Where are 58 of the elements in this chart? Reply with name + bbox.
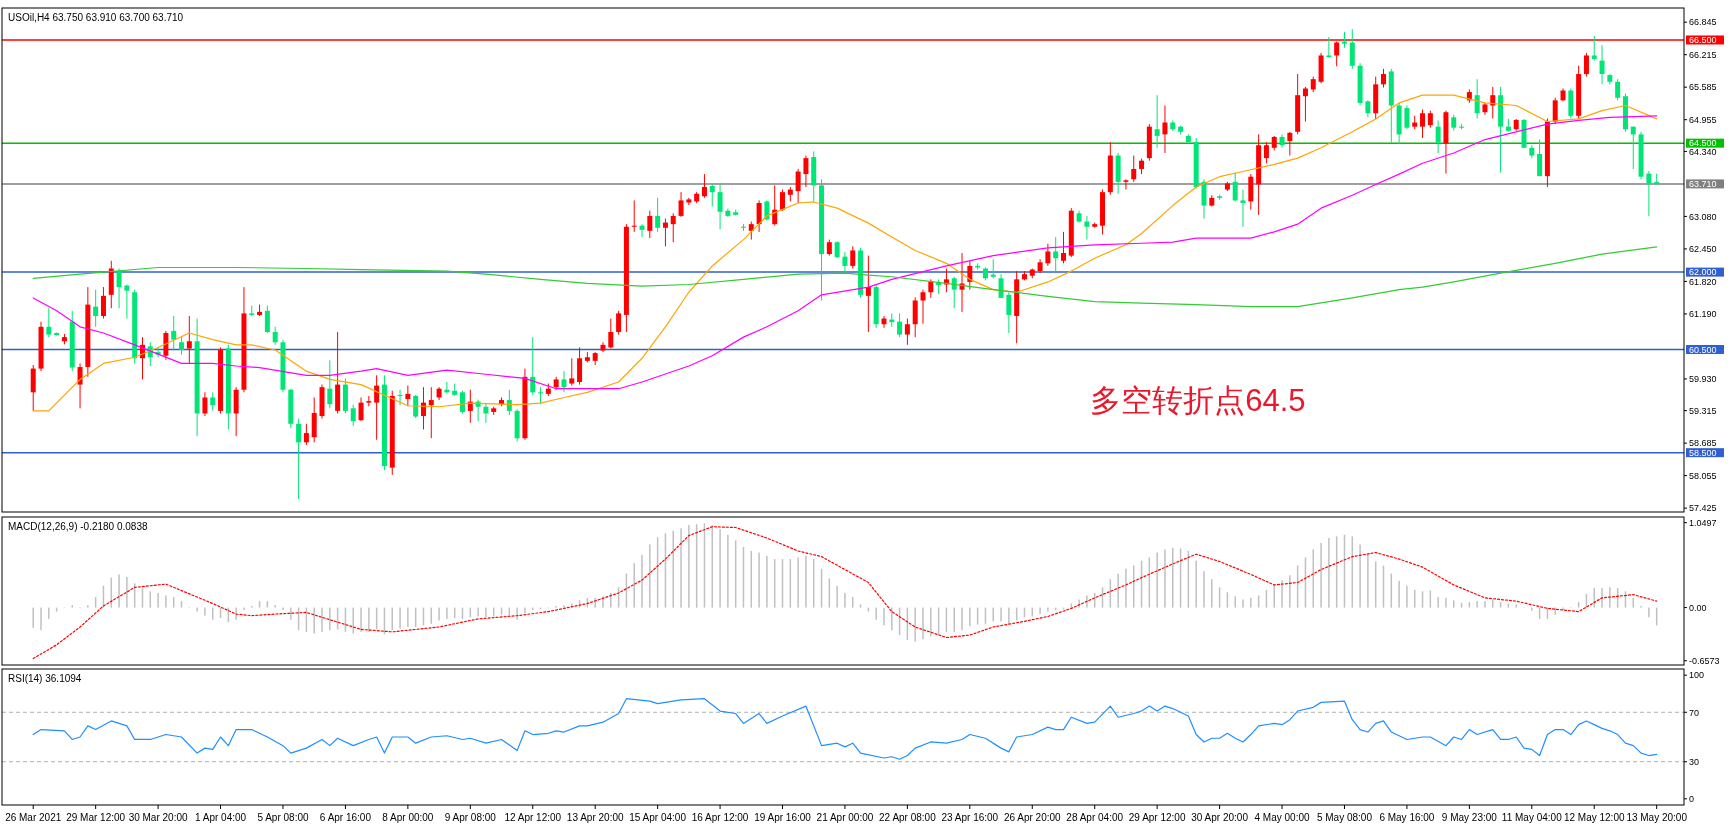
- ref-line-label: 64.500: [1689, 138, 1717, 149]
- x-tick-label: 30 Mar 20:00: [128, 812, 188, 823]
- y-tick-label: 64.340: [1689, 146, 1717, 157]
- y-tick-label: 59.315: [1689, 405, 1717, 416]
- x-tick-label: 12 Apr 12:00: [504, 812, 562, 823]
- x-tick-label: 5 May 08:00: [1316, 812, 1373, 823]
- x-tick-label: 15 Apr 04:00: [629, 812, 687, 823]
- x-tick-label: 9 May 23:00: [1441, 812, 1498, 823]
- annotation: 多空转折点64.5: [1090, 383, 1306, 419]
- y-tick-label: 65.585: [1689, 82, 1717, 93]
- y-tick-label: 61.190: [1689, 309, 1717, 320]
- x-tick-label: 9 Apr 08:00: [444, 812, 497, 823]
- chart-title: MACD(12,26,9) -0.2180 0.0838: [8, 521, 148, 532]
- ref-line-label: 66.500: [1689, 35, 1717, 46]
- x-tick-label: 29 Mar 12:00: [66, 812, 126, 823]
- y-tick-label: 30: [1689, 757, 1700, 768]
- x-tick-label: 19 Apr 16:00: [754, 812, 812, 823]
- x-tick-label: 8 Apr 00:00: [382, 812, 434, 823]
- y-tick-label: 63.080: [1689, 211, 1717, 222]
- y-tick-label: 62.450: [1689, 244, 1717, 255]
- y-tick-label: 0.00: [1689, 602, 1707, 613]
- x-tick-label: 23 Apr 16:00: [941, 812, 999, 823]
- x-tick-label: 22 Apr 08:00: [879, 812, 937, 823]
- y-tick-label: 66.215: [1689, 49, 1717, 60]
- y-tick-label: 0: [1689, 794, 1695, 805]
- y-tick-label: 57.425: [1689, 503, 1717, 514]
- x-tick-label: 21 Apr 00:00: [816, 812, 874, 823]
- y-tick-label: 1.0497: [1689, 517, 1717, 528]
- x-tick-label: 29 Apr 12:00: [1128, 812, 1186, 823]
- x-tick-label: 30 Apr 20:00: [1191, 812, 1249, 823]
- y-tick-label: 70: [1689, 707, 1700, 718]
- x-tick-label: 4 May 00:00: [1254, 812, 1310, 823]
- x-tick-label: 12 May 12:00: [1563, 812, 1625, 823]
- x-tick-label: 28 Apr 04:00: [1066, 812, 1124, 823]
- y-tick-label: 64.955: [1689, 114, 1717, 125]
- x-tick-label: 5 Apr 08:00: [257, 812, 309, 823]
- ref-line-label: 62.000: [1689, 267, 1717, 278]
- x-tick-label: 1 Apr 04:00: [194, 812, 247, 823]
- x-tick-label: 13 Apr 20:00: [566, 812, 624, 823]
- chart-title: USOil,H4 63.750 63.910 63.700 63.710: [8, 12, 184, 23]
- y-tick-label: 58.055: [1689, 470, 1717, 481]
- x-tick-label: 16 Apr 12:00: [691, 812, 749, 823]
- y-tick-label: 61.820: [1689, 276, 1717, 287]
- y-tick-label: 100: [1689, 670, 1705, 681]
- ref-line-label: 63.710: [1689, 179, 1717, 190]
- ref-line-label: 60.500: [1689, 344, 1717, 355]
- ref-line-label: 58.500: [1689, 447, 1717, 458]
- x-tick-label: 6 May 16:00: [1379, 812, 1435, 823]
- chart-title: RSI(14) 36.1094: [8, 673, 82, 684]
- y-tick-label: 59.930: [1689, 374, 1717, 385]
- y-tick-label: -0.6573: [1689, 656, 1720, 667]
- x-tick-label: 6 Apr 16:00: [319, 812, 372, 823]
- x-tick-label: 26 Apr 20:00: [1003, 812, 1062, 823]
- y-tick-label: 66.845: [1689, 17, 1717, 28]
- x-tick-label: 26 Mar 2021: [5, 812, 62, 823]
- x-tick-label: 11 May 04:00: [1501, 812, 1563, 823]
- x-tick-label: 13 May 20:00: [1626, 812, 1688, 823]
- y-tick-label: 58.685: [1689, 438, 1717, 449]
